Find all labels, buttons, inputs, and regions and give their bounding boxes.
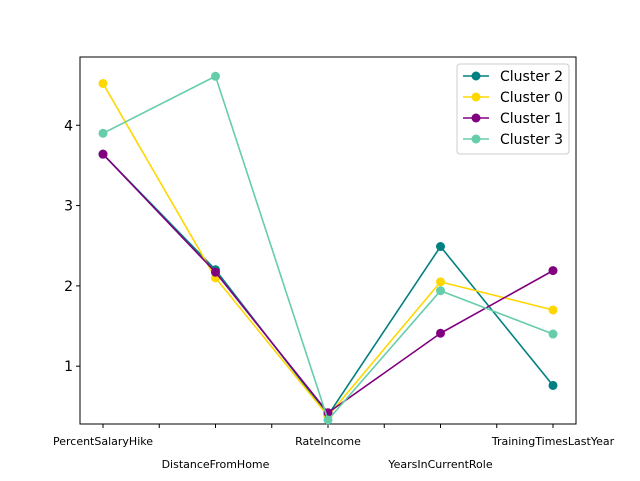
legend-item: Cluster 0 [463,90,563,106]
x-tick-label: DistanceFromHome [162,458,270,471]
data-point [98,79,108,89]
data-point [436,328,445,338]
data-point [323,415,333,425]
data-point [436,242,445,252]
y-tick-label: 4 [64,118,73,134]
legend-label: Cluster 3 [500,132,563,148]
data-point [436,277,445,287]
data-point [548,329,558,339]
data-point [211,71,220,81]
legend-label: Cluster 0 [500,90,563,106]
legend-marker [471,71,481,81]
legend-marker [471,92,481,102]
data-point [548,305,558,315]
legend: Cluster 2 Cluster 0 Cluster 1 Cluster 3 [456,63,570,155]
legend-label: Cluster 1 [500,111,563,127]
series-layer [98,71,558,425]
x-tick-label: TrainingTimesLastYear [491,435,615,448]
y-axis: 1 2 3 4 [64,118,80,375]
legend-marker [471,134,481,144]
data-point [436,286,445,296]
series-cluster-3 [98,71,558,425]
x-axis: PercentSalaryHike DistanceFromHome RateInc… [53,424,615,471]
x-tick-label: PercentSalaryHike [53,435,153,448]
legend-box [456,63,570,155]
legend-item: Cluster 1 [463,111,563,127]
data-point [98,149,108,159]
data-point [548,380,558,390]
data-point [98,128,108,138]
series-cluster-1 [98,149,558,418]
legend-item: Cluster 2 [463,69,563,85]
x-tick-label: RateIncome [295,435,361,448]
x-tick-label: YearsInCurrentRole [387,458,492,471]
data-point [211,267,220,277]
y-tick-label: 1 [64,359,73,375]
legend-item: Cluster 3 [463,132,563,148]
legend-label: Cluster 2 [500,69,563,85]
legend-marker [471,113,481,123]
y-tick-label: 2 [64,279,73,295]
data-point [548,266,558,276]
y-tick-label: 3 [64,199,73,215]
